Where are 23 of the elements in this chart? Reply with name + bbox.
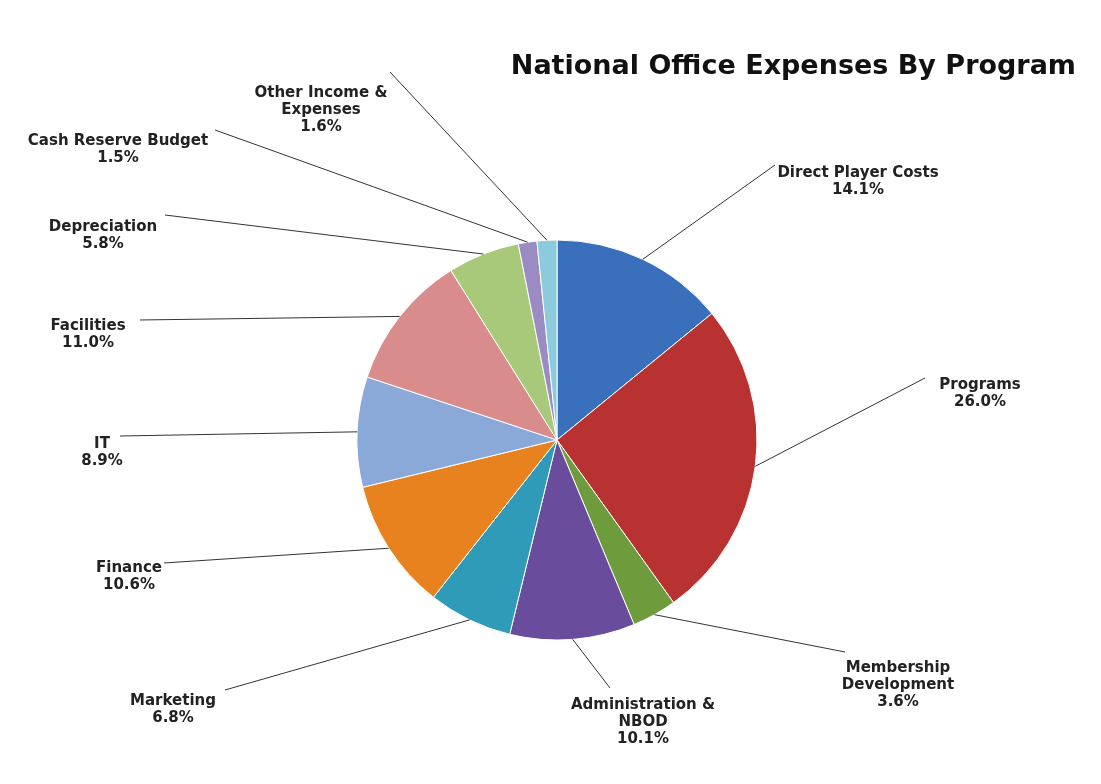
slice-label: Membership Development [841,658,955,693]
data-label: 6.8% [152,708,194,726]
slice-label: Depreciation [48,217,158,235]
data-label: 10.1% [616,729,670,747]
slice-label: IT [94,434,111,452]
slice-label: Cash Reserve Budget [27,131,209,149]
data-label: 8.9% [81,451,123,469]
slice-label: Direct Player Costs [777,163,939,181]
data-label: 11.0% [61,333,115,351]
data-label: 5.8% [82,234,124,252]
data-label: 26.0% [953,392,1007,410]
slice-label: Administration & NBOD [570,695,716,730]
slice-label: Programs [939,375,1021,393]
slice-label: Finance [96,558,162,576]
slice-label: Marketing [130,691,216,709]
slice-label: Other Income & Expenses [254,83,388,118]
data-label: 3.6% [877,692,919,710]
data-label: 1.6% [300,117,342,135]
data-label: 1.5% [97,148,139,166]
chart-title: National Office Expenses By Program [510,49,1076,80]
data-label: 10.6% [102,575,156,593]
slice-label: Facilities [50,316,126,334]
data-label: 14.1% [831,180,885,198]
